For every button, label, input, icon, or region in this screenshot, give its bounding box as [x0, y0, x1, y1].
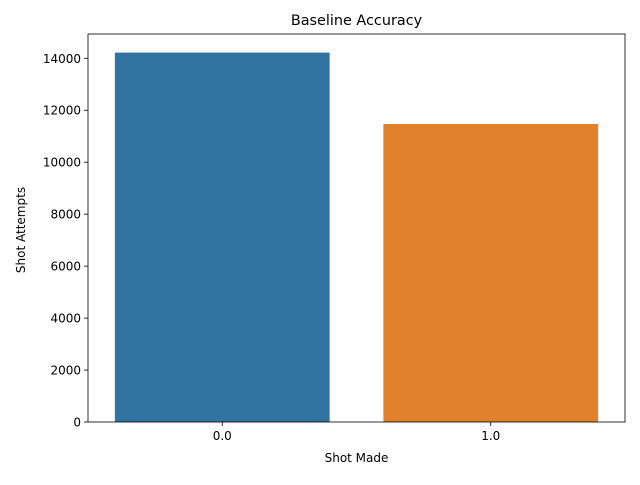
- y-axis-title: Shot Attempts: [14, 187, 28, 273]
- y-tick-label: 10000: [43, 156, 81, 170]
- x-axis-title: Shot Made: [325, 451, 389, 465]
- axes-frame: [87, 33, 626, 423]
- y-tick-label: 6000: [50, 260, 81, 274]
- bar-0.0: [114, 52, 330, 422]
- x-tick-label: 0.0: [213, 429, 232, 443]
- chart-title: Baseline Accuracy: [291, 13, 423, 29]
- bar-1.0: [383, 124, 599, 423]
- bars-group: [114, 52, 599, 423]
- x-axis-ticks: 0.0 1.0: [213, 422, 500, 443]
- x-tick-label: 1.0: [481, 429, 500, 443]
- y-tick-label: 0: [73, 416, 81, 430]
- axes-spines: [87, 33, 626, 423]
- y-tick-label: 8000: [50, 208, 81, 222]
- y-tick-label: 2000: [50, 364, 81, 378]
- y-tick-label: 12000: [43, 104, 81, 118]
- y-tick-label: 4000: [50, 312, 81, 326]
- y-axis-ticks: 0 2000 4000 6000 8000 10000 12000 14000: [43, 52, 88, 430]
- y-tick-label: 14000: [43, 52, 81, 66]
